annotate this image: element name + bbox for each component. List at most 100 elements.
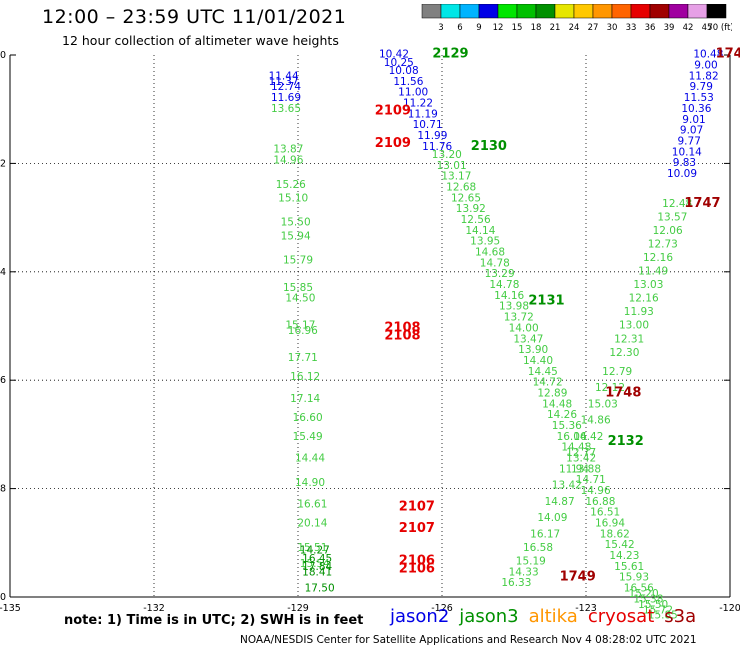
pass-label: 2106 [399, 562, 435, 577]
wave-height-value: 12.77 [566, 447, 596, 459]
satellite-cryosat: cryosat [587, 606, 655, 627]
wave-height-value: 11.44 [269, 70, 299, 82]
wave-height-value: 10.25 [384, 57, 414, 69]
wave-height-value: 10.42 [379, 49, 409, 61]
wave-height-value: 15.49 [293, 431, 323, 443]
legend-swatch [706, 4, 727, 19]
wave-height-value: 13.29 [485, 268, 515, 280]
wave-height-value: 15.36 [552, 420, 582, 432]
legend-tick: 15 [512, 23, 523, 33]
wave-height-value: 10.08 [389, 65, 419, 77]
wave-height-value: 14.40 [523, 355, 553, 367]
wave-height-value: 15.51 [297, 542, 327, 554]
wave-height-value: 15.79 [283, 255, 313, 267]
wave-height-value: 14.26 [547, 409, 577, 421]
wave-height-value: 15.26 [276, 179, 306, 191]
pass-label: 2108 [384, 320, 420, 335]
satellite-legend: jason2 jason3 altika cryosat s3a [390, 606, 706, 627]
legend-swatch [516, 4, 537, 19]
legend-swatch [554, 4, 575, 19]
lon-tick-label: -123 [575, 603, 597, 614]
wave-height-value: 14.90 [295, 477, 325, 489]
wave-height-value: 10.48 [693, 49, 723, 61]
credit-line: NOAA/NESDIS Center for Satellite Applica… [240, 634, 697, 646]
satellite-s3a: s3a [664, 606, 697, 627]
wave-height-value: 14.23 [609, 550, 639, 562]
wave-height-value: 12.12 [595, 382, 625, 394]
wave-height-value: 11.94 [559, 463, 589, 475]
pass-label: 1749 [560, 570, 596, 585]
track-s3a-1746: 10.489.0011.829.7911.5310.369.019.079.77… [667, 49, 723, 180]
legend-swatch [440, 4, 461, 19]
wave-height-value: 20.14 [297, 518, 327, 530]
map-subtitle: 12 hour collection of altimeter wave hei… [62, 33, 339, 48]
legend-swatch [630, 4, 651, 19]
track-jason3-2130: 13.2013.0113.1712.6812.6513.9212.5614.14… [432, 149, 678, 622]
legend-swatch [497, 4, 518, 19]
wave-height-value: 14.44 [295, 453, 325, 465]
wave-height-value: 14.45 [528, 366, 558, 378]
wave-height-value: 12.65 [451, 192, 481, 204]
wave-height-value: 18.62 [600, 528, 630, 540]
wave-height-value: 17.84 [302, 561, 332, 573]
legend-tick: 42 [683, 23, 694, 33]
legend-tick: 27 [588, 23, 599, 33]
wave-height-value: 15.10 [278, 192, 308, 204]
wave-height-value: 11.00 [398, 87, 428, 99]
wave-height-value: 16.12 [290, 371, 320, 383]
wave-height-value: 12.89 [537, 387, 567, 399]
satellite-jason2: jason2 [390, 606, 450, 627]
wave-height-value: 14.68 [475, 247, 505, 259]
wave-height-value: 9.01 [682, 114, 705, 126]
wave-height-value: 11.56 [393, 76, 423, 88]
wave-height-value: 14.48 [561, 442, 591, 454]
pass-label: 2107 [399, 521, 435, 536]
wave-height-value: 11.19 [408, 108, 438, 120]
wave-height-value: 14.87 [545, 496, 575, 508]
legend-tick: 9 [476, 23, 481, 33]
wave-height-value: 9.00 [694, 60, 717, 72]
lon-tick-label: -120 [719, 603, 740, 614]
wave-height-value: 17.14 [290, 393, 320, 405]
legend-tick: 24 [569, 23, 580, 33]
wave-height-value: 16.51 [590, 507, 620, 519]
pass-label: 2132 [608, 434, 644, 449]
wave-height-value: 12.16 [643, 252, 673, 264]
legend-tick: 3 [438, 23, 443, 33]
wave-height-value: 9.83 [673, 157, 696, 169]
wave-height-value: 16.60 [293, 412, 323, 424]
wave-height-value: 14.00 [509, 322, 539, 334]
track-s3a-1748: 12.7912.1215.0314.8616.4212.7711.9413.42… [509, 366, 633, 579]
pass-label: 2130 [471, 139, 507, 154]
legend-swatch [535, 4, 556, 19]
lon-tick-label: -129 [287, 603, 309, 614]
pass-label: 2109 [375, 136, 411, 151]
wave-height-value: 16.94 [595, 518, 625, 530]
legend-tick: 21 [550, 23, 561, 33]
satellite-jason3: jason3 [459, 606, 519, 627]
wave-height-value: 15.42 [605, 539, 635, 551]
wave-height-value: 13.20 [432, 149, 462, 161]
wave-height-value: 15.72 [643, 604, 673, 616]
legend-swatch [649, 4, 670, 19]
wave-height-value: 13.88 [571, 463, 601, 475]
pass-label: 2108 [384, 329, 420, 344]
wave-height-value: 14.50 [285, 293, 315, 305]
wave-height-value: 11.99 [417, 130, 447, 142]
wave-height-value: 14.72 [533, 377, 563, 389]
wave-height-value: 11.69 [271, 92, 301, 104]
legend-swatch [611, 4, 632, 19]
lat-tick-label: -34 [0, 267, 6, 278]
legend-swatch [668, 4, 689, 19]
wave-height-value: 11.49 [638, 266, 668, 278]
wave-height-value: 15.03 [588, 398, 618, 410]
wave-height-value: 12.68 [446, 182, 476, 194]
legend-tick: 33 [626, 23, 637, 33]
pass-label: 2129 [432, 47, 468, 62]
wave-height-value: 13.47 [513, 333, 543, 345]
pass-label: 2131 [528, 293, 564, 308]
